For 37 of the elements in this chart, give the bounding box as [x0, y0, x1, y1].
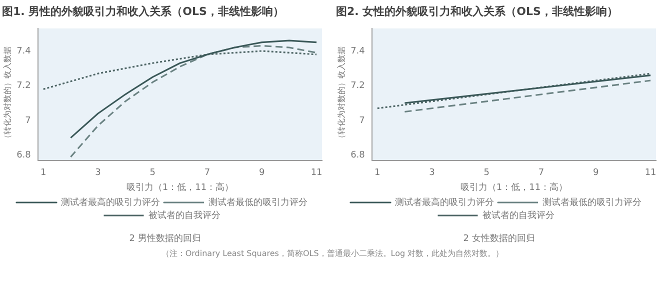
legend-label: 被试者的自我评分 [482, 210, 554, 221]
y-tick-label: 7.2 [16, 81, 31, 92]
x-tick-label: 11 [310, 168, 322, 178]
x-tick-label: 9 [259, 168, 266, 178]
legend-label: 测试者最低的吸引力评分 [208, 196, 308, 208]
y-tick-label: 7 [25, 116, 31, 126]
x-tick-label: 9 [593, 168, 600, 178]
x-tick-label: 7 [538, 168, 544, 178]
y-axis-title: （转化为对数的）收入数据 [336, 46, 346, 142]
x-tick-label: 3 [429, 168, 435, 178]
legend-label: 测试者最高的吸引力评分 [61, 196, 160, 208]
x-tick-label: 1 [40, 168, 46, 178]
text: （注：Ordinary Least Squares，简称OLS，普通最小二乘法。Log 对数，此处为自然对数。） [160, 248, 505, 259]
x-axis-title: 吸引力（1：低，11：高） [460, 182, 568, 193]
y-tick-label: 7 [359, 116, 365, 126]
line-series [42, 50, 318, 90]
line-series [70, 44, 318, 158]
legend-label: 测试者最高的吸引力评分 [395, 196, 494, 208]
y-axis-title: （转化为对数的）收入数据 [2, 46, 12, 142]
y-tick-label: 7.4 [16, 46, 32, 56]
x-tick-label: 5 [484, 168, 490, 178]
chart-title: 图1. 男性的外貌吸引力和收入关系（OLS，非线性影响） [2, 4, 285, 20]
chart-title: 图2. 女性的外貌吸引力和收入关系（OLS，非线性影响） [336, 4, 619, 20]
x-tick-label: 1 [374, 168, 380, 178]
legend-label: 被试者的自我评分 [148, 210, 220, 221]
y-tick-label: 6.8 [16, 150, 32, 161]
legend-label: 测试者最低的吸引力评分 [542, 196, 642, 208]
x-tick-label: 3 [95, 168, 101, 178]
y-tick-label: 7.4 [350, 46, 366, 56]
x-tick-label: 5 [150, 168, 156, 178]
text: 2 女性数据的回归 [462, 232, 536, 245]
y-tick-label: 7.2 [350, 81, 365, 92]
x-tick-label: 7 [204, 168, 210, 178]
x-axis-title: 吸引力（1：低，11：高） [126, 182, 234, 193]
y-tick-label: 6.8 [350, 150, 366, 161]
text: 2 男性数据的回归 [128, 232, 202, 245]
x-tick-label: 11 [644, 168, 656, 178]
